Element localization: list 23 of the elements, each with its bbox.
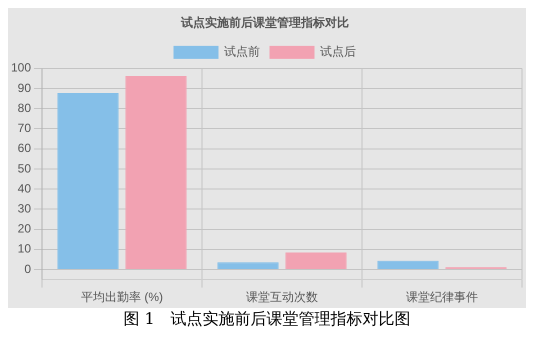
- y-tick-label: 40: [18, 181, 32, 196]
- bar: [217, 262, 279, 270]
- caption: 图 1 试点实施前后课堂管理指标对比图: [122, 308, 412, 330]
- y-tick-label: 60: [18, 141, 32, 156]
- y-tick-label: 30: [18, 202, 32, 216]
- y-tick-label: 100: [10, 60, 32, 75]
- legend-label: 试点前: [224, 44, 260, 59]
- bar: [125, 76, 187, 270]
- y-tick-label: 20: [18, 222, 32, 236]
- y-tick-label: 0: [24, 262, 32, 276]
- chart-title: 试点实施前后课堂管理指标对比: [180, 16, 349, 30]
- y-tick-label: 10: [18, 242, 32, 256]
- y-tick-label: 80: [18, 100, 32, 115]
- y-tick-label: 50: [18, 161, 32, 176]
- x-tick-label: 课堂互动次数: [246, 290, 318, 304]
- bar: [285, 252, 347, 270]
- x-tick-label: 课堂纪律事件: [406, 290, 478, 304]
- y-tick-label: 90: [18, 80, 32, 95]
- x-tick-label: 平均出勤率 (%): [81, 290, 164, 304]
- legend-label: 试点后: [320, 44, 356, 59]
- y-tick-label: 70: [18, 121, 32, 136]
- bar: [377, 260, 439, 270]
- bar: [57, 92, 119, 270]
